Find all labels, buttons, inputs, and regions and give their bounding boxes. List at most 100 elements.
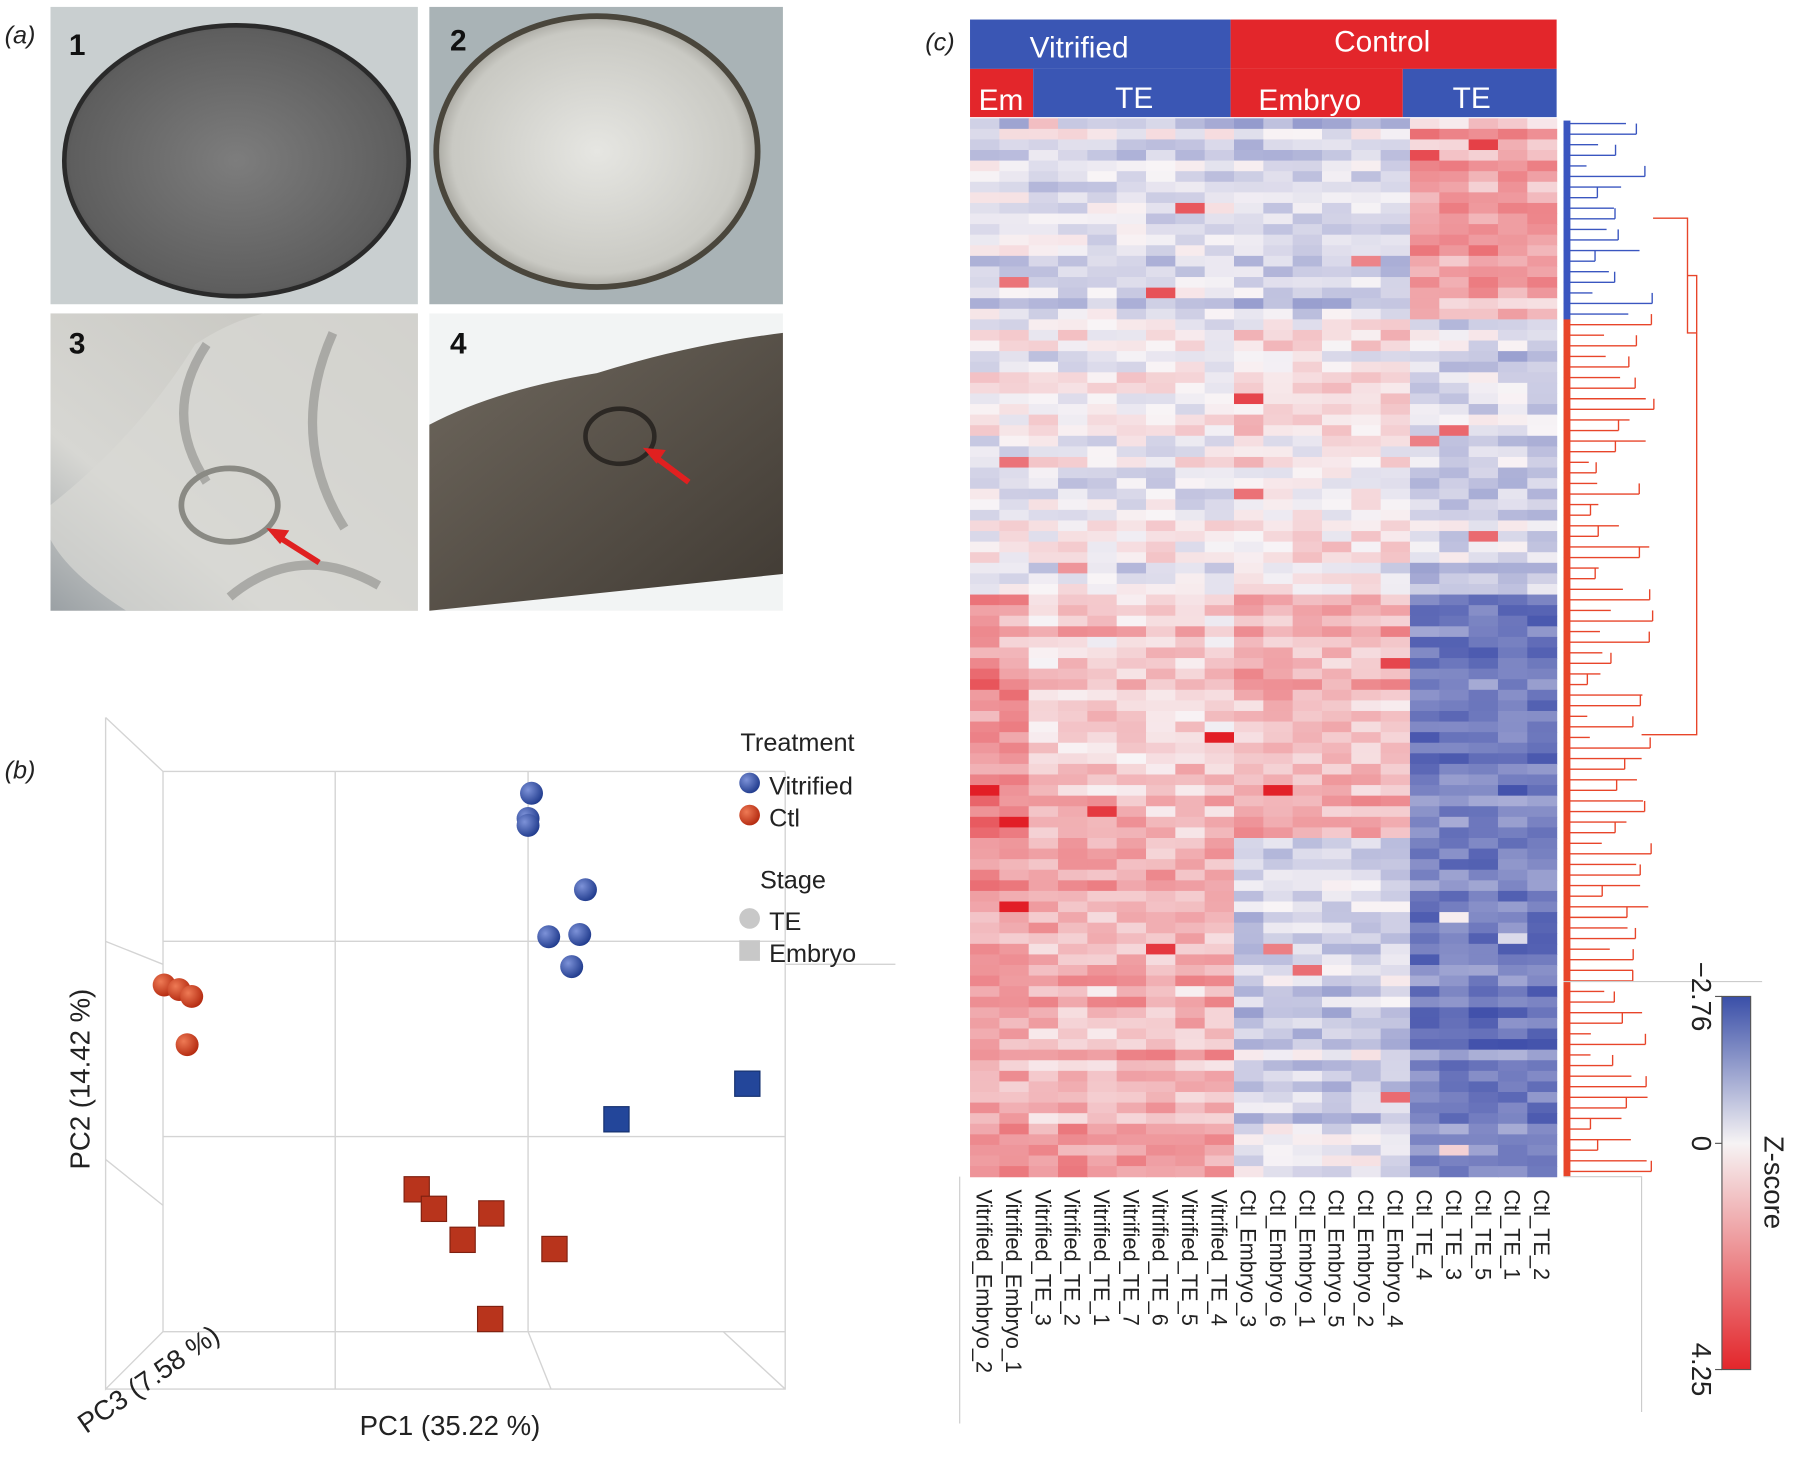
cell (970, 245, 1000, 257)
cell (1146, 255, 1176, 268)
cell (1439, 1028, 1470, 1040)
cell (1351, 774, 1382, 786)
point (568, 922, 592, 946)
frame (959, 980, 1763, 1424)
cell (1439, 933, 1470, 945)
cell (1087, 816, 1118, 828)
cell (1321, 880, 1352, 892)
cell (1292, 509, 1323, 522)
cell (1263, 647, 1294, 659)
cell (1468, 160, 1499, 172)
cell (1204, 710, 1235, 723)
cell (1087, 837, 1118, 850)
cell (999, 234, 1030, 246)
cell (999, 277, 1030, 289)
cell (1116, 128, 1147, 141)
cell (1204, 954, 1235, 966)
cell (1204, 605, 1235, 617)
cell (1497, 456, 1528, 469)
cell (1527, 520, 1558, 532)
cell (1175, 975, 1206, 987)
cell (1175, 912, 1206, 924)
cell (1263, 467, 1294, 479)
cell (1204, 1102, 1235, 1114)
cell (1497, 573, 1528, 585)
cell (1028, 816, 1059, 828)
cell (1028, 1134, 1059, 1146)
cell (1409, 721, 1440, 733)
cell (1380, 605, 1411, 617)
cell (1380, 806, 1411, 818)
point (573, 878, 597, 902)
cell (1204, 753, 1235, 765)
legend-marker (739, 908, 760, 929)
cell (1468, 732, 1499, 744)
cell (1146, 880, 1176, 892)
cell (1146, 732, 1176, 744)
cell (1292, 626, 1323, 638)
cell (1087, 467, 1118, 479)
cell (1380, 890, 1411, 903)
cell (1146, 785, 1176, 797)
cell (1028, 573, 1059, 585)
cell (1204, 1017, 1235, 1030)
cell (1380, 1017, 1411, 1030)
cell (970, 1144, 1000, 1157)
cell (1087, 785, 1118, 797)
cell (1116, 404, 1147, 416)
cell (1028, 372, 1059, 384)
cell (999, 647, 1030, 659)
cell (1321, 1028, 1352, 1040)
cell (1116, 171, 1147, 183)
sample-labels: Vitrified_Embryo_2 Vitrified_Embryo_1 Vitr… (972, 1189, 1554, 1373)
cell (1175, 837, 1206, 850)
cell (1351, 1007, 1382, 1019)
cell (1527, 404, 1558, 416)
cell (1146, 1017, 1176, 1030)
cell (999, 541, 1030, 553)
cell (1292, 245, 1323, 257)
cell (1292, 647, 1323, 659)
cell (1468, 509, 1499, 522)
cell (1292, 1070, 1323, 1083)
cell (1233, 404, 1264, 416)
cell (1058, 594, 1088, 606)
cell (1233, 351, 1264, 363)
cell (1263, 202, 1294, 215)
cell (1409, 139, 1440, 151)
cell (1204, 1070, 1235, 1083)
cell (1175, 404, 1206, 416)
cell (1497, 308, 1528, 320)
cell (1527, 721, 1558, 733)
cell (1204, 213, 1235, 225)
cell (1233, 869, 1264, 881)
cell (1146, 859, 1176, 871)
cell (1116, 933, 1147, 945)
cell (1233, 732, 1264, 744)
cell (1380, 1155, 1411, 1167)
cell (1204, 552, 1235, 564)
cell (1439, 975, 1470, 987)
cell (999, 880, 1030, 892)
cell (1468, 710, 1499, 723)
cell (1527, 996, 1558, 1008)
cell (1175, 880, 1206, 892)
cell (1439, 234, 1470, 246)
cell (999, 795, 1030, 807)
cell (999, 742, 1030, 754)
group-label: Vitrified (1030, 31, 1129, 64)
cell (1233, 1007, 1264, 1019)
sample-label: Ctl_Embryo_5 (1324, 1189, 1349, 1327)
cell (1380, 541, 1411, 553)
cell (1175, 594, 1206, 606)
cell (1527, 467, 1558, 479)
cell (1028, 732, 1059, 744)
cell (1116, 890, 1147, 903)
cell (1497, 467, 1528, 479)
cell (1175, 372, 1206, 384)
cell (1233, 626, 1264, 638)
cell (1439, 679, 1470, 691)
cell (1028, 1102, 1059, 1114)
cell (1380, 372, 1411, 384)
